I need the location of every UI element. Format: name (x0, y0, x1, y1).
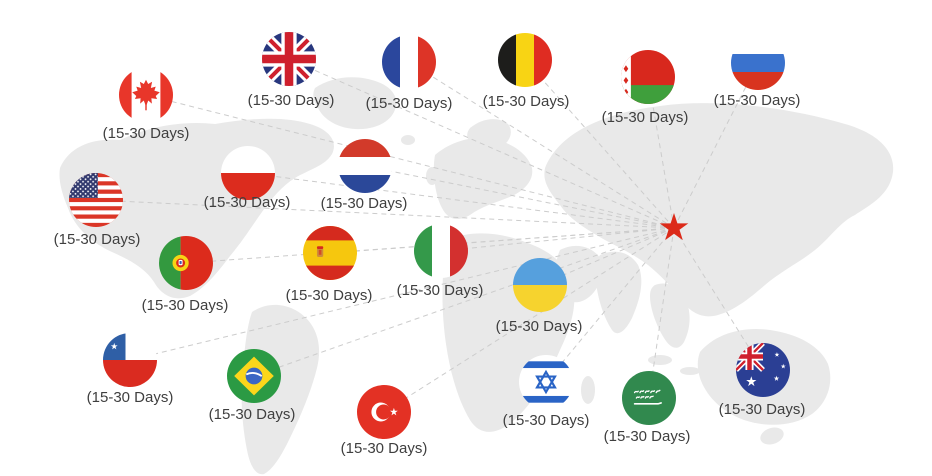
flag-france-icon (382, 35, 436, 89)
flag-spain-icon (303, 226, 357, 280)
flag-russia-icon (731, 36, 785, 90)
shipping-time-label-italy: (15-30 Days) (396, 282, 484, 299)
flag-chile-icon (103, 333, 157, 387)
flag-ukraine-icon (513, 258, 567, 312)
shipping-time-label-belgium: (15-30 Days) (482, 93, 570, 110)
flag-israel-icon (519, 355, 573, 409)
shipping-time-label-united-states: (15-30 Days) (53, 231, 141, 248)
shipping-time-label-israel: (15-30 Days) (502, 412, 590, 429)
origin-star-icon (659, 213, 689, 241)
shipping-time-label-saudi-arabia: (15-30 Days) (603, 428, 691, 445)
flag-belarus-icon (621, 50, 675, 104)
shipping-time-label-russia: (15-30 Days) (713, 92, 801, 109)
shipping-time-label-spain: (15-30 Days) (285, 287, 373, 304)
flag-italy-icon (414, 224, 468, 278)
shipping-time-label-canada: (15-30 Days) (102, 125, 190, 142)
flag-united-kingdom-icon (262, 32, 316, 86)
shipping-time-label-brazil: (15-30 Days) (208, 406, 296, 423)
flag-turkey-icon (357, 385, 411, 439)
shipping-time-label-chile: (15-30 Days) (86, 389, 174, 406)
shipping-time-label-belarus: (15-30 Days) (601, 109, 689, 126)
flag-saudi-arabia-icon (622, 371, 676, 425)
flag-united-states-icon (69, 173, 123, 227)
flag-poland-icon (221, 146, 275, 200)
shipping-time-label-netherlands: (15-30 Days) (320, 195, 408, 212)
shipping-time-label-ukraine: (15-30 Days) (495, 318, 583, 335)
flag-canada-icon (119, 68, 173, 122)
shipping-time-label-france: (15-30 Days) (365, 95, 453, 112)
shipping-time-label-poland: (15-30 Days) (203, 194, 291, 211)
flag-netherlands-icon (338, 139, 392, 193)
shipping-time-label-turkey: (15-30 Days) (340, 440, 428, 457)
flag-australia-icon (736, 343, 790, 397)
flag-brazil-icon (227, 349, 281, 403)
shipping-time-label-australia: (15-30 Days) (718, 401, 806, 418)
shipping-time-label-portugal: (15-30 Days) (141, 297, 229, 314)
flag-belgium-icon (498, 33, 552, 87)
shipping-time-label-united-kingdom: (15-30 Days) (247, 92, 335, 109)
flag-portugal-icon (159, 236, 213, 290)
